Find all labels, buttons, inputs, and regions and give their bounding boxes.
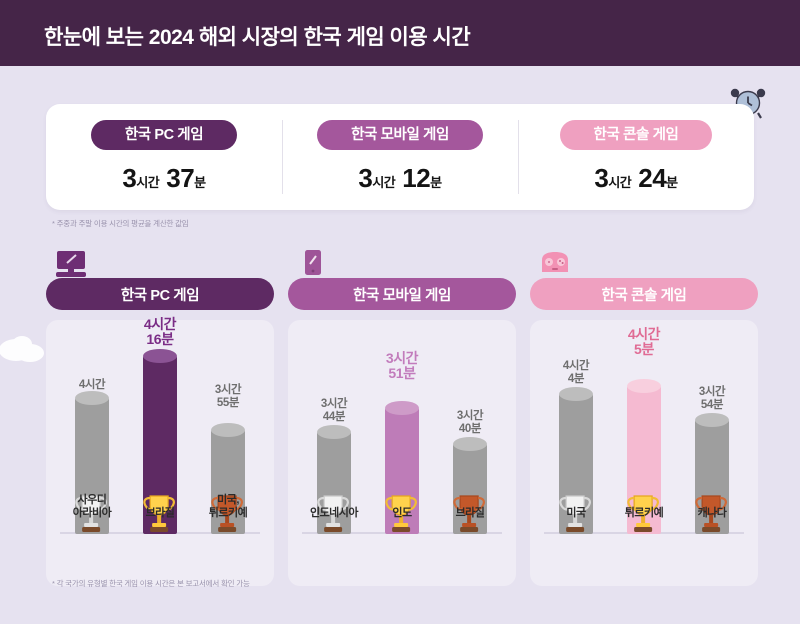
summary-hours-console: 3	[594, 163, 609, 193]
summary-pill-console: 한국 콘솔 게임	[559, 120, 713, 150]
bar-value-label: 4시간	[78, 379, 106, 392]
panel-title-pc: 한국 PC 게임	[46, 278, 274, 310]
bar-category-label: 사우디 아라비아	[72, 493, 112, 519]
panel-body-console: 4시간 4분 미국 4시간 5분	[530, 320, 758, 586]
summary-minutes-mobile: 12	[402, 163, 431, 193]
trophy-gold-icon	[627, 495, 659, 532]
bar-cap	[75, 391, 109, 405]
summary-hours-pc: 3	[122, 163, 137, 193]
trophy-silver-icon	[559, 495, 591, 532]
summary-hours-unit-console: 시간	[608, 175, 632, 190]
bar-category-label: 튀르키예	[624, 506, 664, 519]
bar-value-label: 3시간 51분	[385, 349, 419, 382]
bar-chart-pc: 4시간 사우디 아라비아 4시간 16분	[46, 315, 274, 586]
summary-minutes-console: 24	[638, 163, 667, 193]
summary-card: 한국 PC 게임 3시간 37분 한국 모바일 게임 3시간 12분 한국 콘솔 게…	[46, 104, 754, 210]
bar-value-label: 3시간 54분	[698, 386, 726, 412]
trophy-gold-icon	[385, 495, 417, 532]
bar-chart-console: 4시간 4분 미국 4시간 5분	[530, 320, 758, 586]
summary-hours-unit-mobile: 시간	[372, 175, 396, 190]
cloud-decoration-left	[0, 336, 44, 362]
bar-category-label: 인도네시아	[309, 506, 359, 519]
note-top: * 주중과 주말 이용 시간의 평균을 계산한 값임	[52, 219, 189, 228]
bar-cap	[385, 401, 419, 415]
summary-hours-unit-pc: 시간	[136, 175, 160, 190]
panel-title-mobile: 한국 모바일 게임	[288, 278, 516, 310]
summary-minutes-unit-console: 분	[666, 175, 678, 190]
panel-body-pc: 4시간 사우디 아라비아 4시간 16분	[46, 315, 274, 586]
summary-col-console: 한국 콘솔 게임 3시간 24분	[518, 104, 754, 210]
bar-category-label: 인도	[392, 506, 412, 519]
bar-cap	[143, 349, 177, 363]
panel-body-mobile: 3시간 44분 인도네시아 3시간 51분	[288, 320, 516, 586]
bar-value-label: 3시간 55분	[214, 384, 242, 410]
note-bottom: * 각 국가의 유형별 한국 게임 이용 시간은 본 보고서에서 확인 가능	[52, 579, 250, 588]
trophy-silver-icon	[75, 495, 107, 532]
gamepad-icon	[542, 252, 568, 272]
bar-category-label: 브라질	[455, 506, 485, 519]
summary-time-console: 3시간 24분	[594, 163, 678, 194]
summary-time-mobile: 3시간 12분	[358, 163, 442, 194]
monitor-icon	[56, 251, 86, 277]
trophy-bronze-icon	[695, 495, 727, 532]
bar-chart-mobile: 3시간 44분 인도네시아 3시간 51분	[288, 320, 516, 586]
bar-category-label: 미국	[566, 506, 586, 519]
summary-col-mobile: 한국 모바일 게임 3시간 12분	[282, 104, 518, 210]
trophy-bronze-icon	[211, 495, 243, 532]
bar-cap	[695, 413, 729, 427]
summary-pill-pc: 한국 PC 게임	[90, 120, 238, 150]
bar-cap	[627, 379, 661, 393]
bar-value-label: 4시간 16분	[143, 315, 177, 348]
bar-cap	[317, 425, 351, 439]
bar-value-label: 4시간 4분	[562, 360, 590, 386]
summary-minutes-unit-mobile: 분	[430, 175, 442, 190]
chart-panel-mobile: 한국 모바일 게임 3시간 44분 인도네시아	[288, 250, 516, 586]
trophy-silver-icon	[317, 495, 349, 532]
bar-cap	[211, 423, 245, 437]
bar-category-label: 브라질	[145, 506, 175, 519]
page-header: 한눈에 보는 2024 해외 시장의 한국 게임 이용 시간	[0, 0, 800, 66]
panel-title-console: 한국 콘솔 게임	[530, 278, 758, 310]
bar-value-label: 4시간 5분	[627, 325, 661, 358]
summary-minutes-pc: 37	[166, 163, 195, 193]
summary-hours-mobile: 3	[358, 163, 373, 193]
summary-minutes-unit-pc: 분	[194, 175, 206, 190]
trophy-gold-icon	[143, 495, 175, 532]
summary-pill-mobile: 한국 모바일 게임	[317, 120, 483, 150]
bar-value-label: 3시간 40분	[456, 410, 484, 436]
summary-col-pc: 한국 PC 게임 3시간 37분	[46, 104, 282, 210]
page-title: 한눈에 보는 2024 해외 시장의 한국 게임 이용 시간	[44, 26, 471, 49]
bar-cap	[559, 387, 593, 401]
bar-category-label: 캐나다	[697, 506, 727, 519]
summary-time-pc: 3시간 37분	[122, 163, 206, 194]
bar-cap	[453, 437, 487, 451]
trophy-bronze-icon	[453, 495, 485, 532]
bar-value-label: 3시간 44분	[320, 398, 348, 424]
chart-panel-pc: 한국 PC 게임 4시간 사우디 아라비아	[46, 251, 274, 586]
smartphone-icon	[305, 250, 321, 275]
bar-category-label: 미국, 튀르키예	[208, 493, 248, 519]
chart-panel-console: 한국 콘솔 게임 4시간 4분 미국	[530, 252, 758, 586]
